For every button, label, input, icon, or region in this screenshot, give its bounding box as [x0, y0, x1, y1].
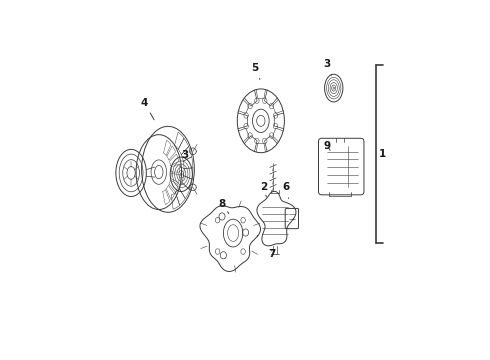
Text: 7: 7 — [268, 249, 275, 259]
Text: 8: 8 — [219, 199, 229, 214]
Text: 1: 1 — [379, 149, 387, 159]
Text: 3: 3 — [324, 59, 332, 75]
Text: 6: 6 — [282, 183, 290, 198]
Text: 3: 3 — [180, 150, 188, 167]
Text: 9: 9 — [324, 141, 331, 151]
Text: 4: 4 — [141, 98, 154, 120]
Text: 2: 2 — [260, 183, 267, 197]
Text: 5: 5 — [252, 63, 260, 80]
